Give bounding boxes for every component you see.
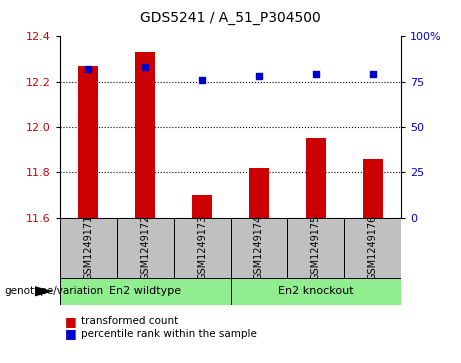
- FancyBboxPatch shape: [117, 218, 174, 278]
- Text: GSM1249175: GSM1249175: [311, 215, 321, 281]
- Text: ■: ■: [65, 327, 76, 340]
- Point: [142, 64, 149, 70]
- Text: GSM1249171: GSM1249171: [83, 215, 94, 280]
- FancyBboxPatch shape: [230, 278, 401, 305]
- Text: En2 knockout: En2 knockout: [278, 286, 354, 296]
- Bar: [135, 52, 155, 218]
- FancyBboxPatch shape: [230, 218, 287, 278]
- Text: transformed count: transformed count: [81, 316, 178, 326]
- FancyBboxPatch shape: [60, 218, 117, 278]
- Bar: [306, 138, 326, 218]
- FancyBboxPatch shape: [60, 278, 230, 305]
- Bar: [78, 66, 98, 218]
- FancyBboxPatch shape: [174, 218, 230, 278]
- Text: GSM1249174: GSM1249174: [254, 215, 264, 280]
- Polygon shape: [35, 286, 53, 297]
- Point: [369, 72, 376, 77]
- Text: percentile rank within the sample: percentile rank within the sample: [81, 329, 257, 339]
- Text: GDS5241 / A_51_P304500: GDS5241 / A_51_P304500: [140, 11, 321, 25]
- Text: GSM1249173: GSM1249173: [197, 215, 207, 280]
- FancyBboxPatch shape: [287, 218, 344, 278]
- Bar: [363, 159, 383, 218]
- Point: [198, 77, 206, 83]
- Text: GSM1249172: GSM1249172: [140, 215, 150, 281]
- Bar: [192, 195, 212, 218]
- Point: [255, 73, 263, 79]
- Text: genotype/variation: genotype/variation: [5, 286, 104, 296]
- Text: ■: ■: [65, 315, 76, 328]
- Point: [312, 72, 319, 77]
- Bar: [249, 168, 269, 218]
- Text: GSM1249176: GSM1249176: [367, 215, 378, 280]
- Point: [85, 66, 92, 72]
- Text: En2 wildtype: En2 wildtype: [109, 286, 181, 296]
- FancyBboxPatch shape: [344, 218, 401, 278]
